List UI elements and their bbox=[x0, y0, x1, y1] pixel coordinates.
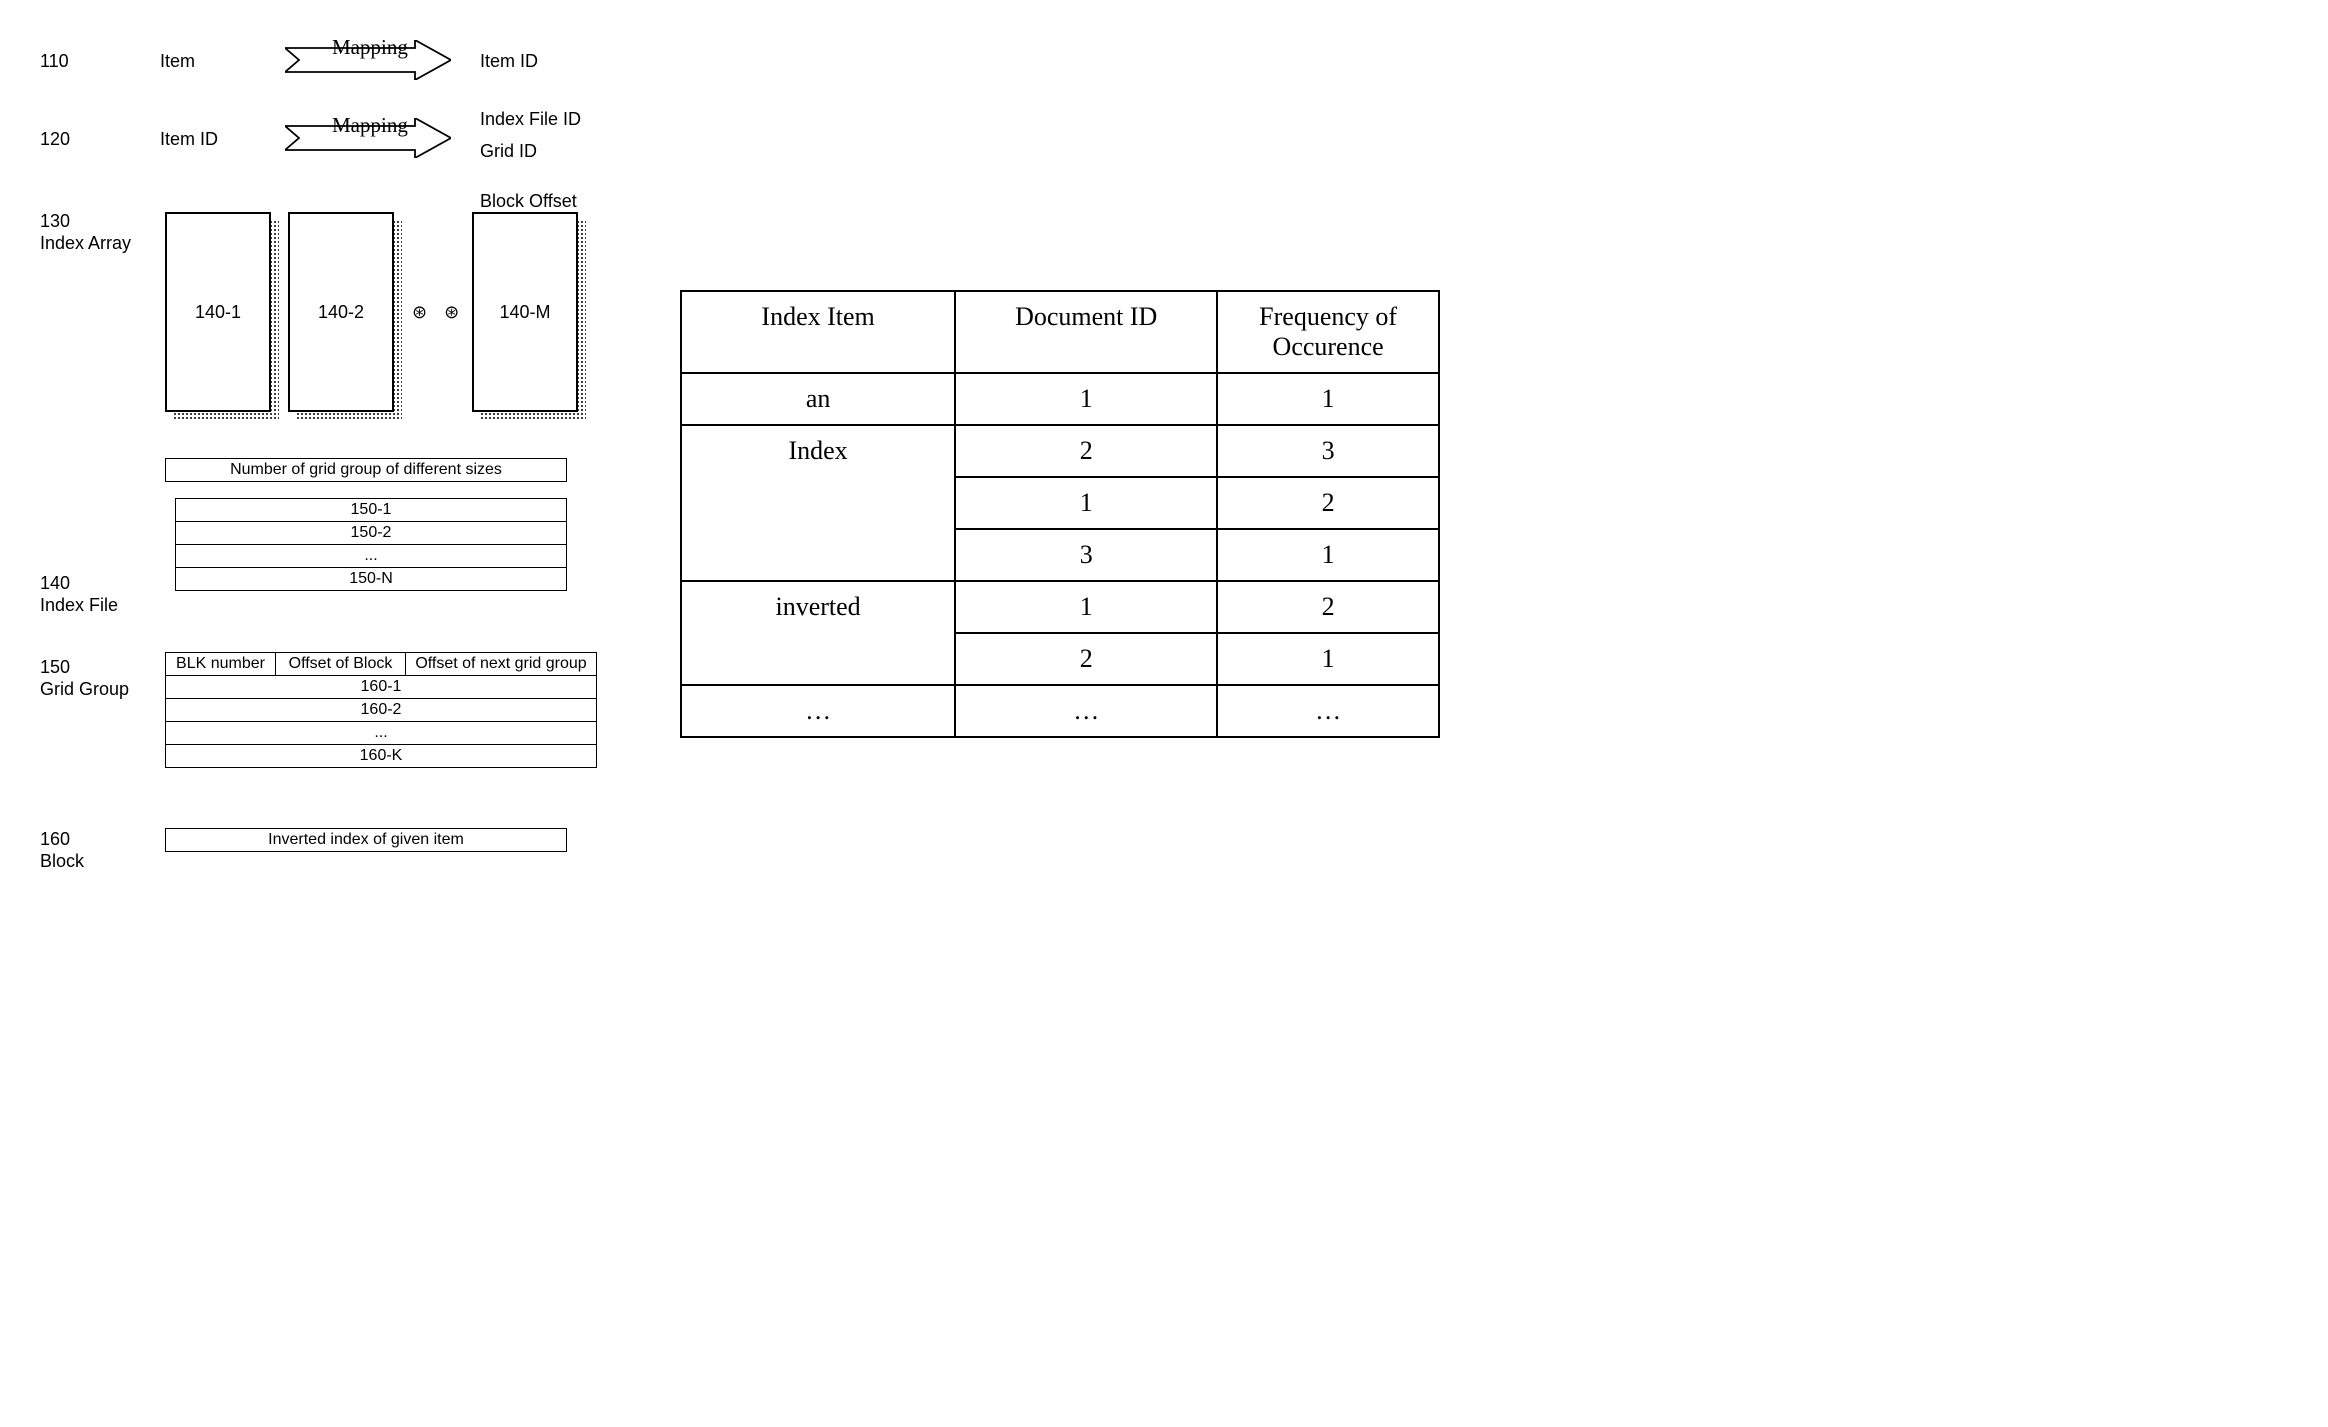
index-array-box-2-label: 140-2 bbox=[318, 302, 364, 323]
index-file-header-box: Number of grid group of different sizes bbox=[165, 458, 567, 482]
grid-group-h3: Offset of next grid group bbox=[406, 653, 596, 675]
table-col-2: Document ID bbox=[955, 291, 1217, 373]
table-cell-freq: 1 bbox=[1217, 373, 1439, 425]
grid-group-table: BLK number Offset of Block Offset of nex… bbox=[165, 652, 597, 768]
index-array-box-m-label: 140-M bbox=[499, 302, 550, 323]
index-array-box-2: 140-2 bbox=[288, 212, 394, 412]
block-box: Inverted index of given item bbox=[165, 828, 567, 852]
table-cell-freq: 2 bbox=[1217, 477, 1439, 529]
index-file-header: Number of grid group of different sizes bbox=[166, 459, 566, 481]
row-left-110: Item bbox=[160, 50, 195, 73]
table-cell-item: Index bbox=[681, 425, 955, 581]
index-array-box-1-label: 140-1 bbox=[195, 302, 241, 323]
table-cell-item: … bbox=[681, 685, 955, 737]
grid-group-row: 160-1 bbox=[166, 676, 596, 699]
grid-group-row: 160-K bbox=[166, 745, 596, 767]
row-right-120-2: Grid ID bbox=[480, 140, 537, 163]
table-cell-freq: 2 bbox=[1217, 581, 1439, 633]
table-cell-freq: … bbox=[1217, 685, 1439, 737]
table-cell-doc: 2 bbox=[955, 633, 1217, 685]
row-num-160: 160 bbox=[40, 828, 70, 851]
row-num-130: 130 bbox=[40, 210, 70, 233]
index-array-box-m: 140-M bbox=[472, 212, 578, 412]
arrow-label-110: Mapping bbox=[332, 34, 408, 61]
row-left-120: Item ID bbox=[160, 128, 218, 151]
table-cell-doc: … bbox=[955, 685, 1217, 737]
row-right-120-1: Index File ID bbox=[480, 108, 581, 131]
index-file-row: 150-1 bbox=[176, 499, 566, 522]
row-title-160: Block bbox=[40, 850, 84, 873]
index-file-row: 150-N bbox=[176, 568, 566, 590]
table-cell-doc: 1 bbox=[955, 477, 1217, 529]
block-text: Inverted index of given item bbox=[166, 829, 566, 851]
row-num-140: 140 bbox=[40, 572, 70, 595]
row-num-110: 110 bbox=[40, 50, 69, 73]
table-col-1: Index Item bbox=[681, 291, 955, 373]
index-item-table: Index Item Document ID Frequency of Occu… bbox=[680, 290, 1440, 738]
row-title-150: Grid Group bbox=[40, 678, 129, 701]
table-row: inverted12 bbox=[681, 581, 1439, 633]
row-right-120-3: Block Offset bbox=[480, 190, 577, 213]
table-cell-doc: 2 bbox=[955, 425, 1217, 477]
arrow-label-120: Mapping bbox=[332, 112, 408, 139]
table-cell-item: inverted bbox=[681, 581, 955, 685]
grid-group-row: ... bbox=[166, 722, 596, 745]
table-cell-doc: 3 bbox=[955, 529, 1217, 581]
row-num-120: 120 bbox=[40, 128, 70, 151]
table-row: Index23 bbox=[681, 425, 1439, 477]
table-cell-item: an bbox=[681, 373, 955, 425]
grid-group-h2: Offset of Block bbox=[276, 653, 406, 675]
table-cell-freq: 1 bbox=[1217, 633, 1439, 685]
index-array-box-1: 140-1 bbox=[165, 212, 271, 412]
row-title-140: Index File bbox=[40, 594, 118, 617]
table-cell-freq: 3 bbox=[1217, 425, 1439, 477]
index-file-row: 150-2 bbox=[176, 522, 566, 545]
row-right-110: Item ID bbox=[480, 50, 538, 73]
index-file-rows: 150-1 150-2 ... 150-N bbox=[175, 498, 567, 591]
grid-group-h1: BLK number bbox=[166, 653, 276, 675]
diagram-canvas: 110 Item Mapping Item ID 120 Item ID Map… bbox=[40, 40, 1440, 940]
table-row: ……… bbox=[681, 685, 1439, 737]
table-row: an11 bbox=[681, 373, 1439, 425]
table-cell-doc: 1 bbox=[955, 373, 1217, 425]
table-col-3: Frequency of Occurence bbox=[1217, 291, 1439, 373]
table-cell-doc: 1 bbox=[955, 581, 1217, 633]
index-file-row: ... bbox=[176, 545, 566, 568]
row-title-130: Index Array bbox=[40, 232, 131, 255]
row-num-150: 150 bbox=[40, 656, 70, 679]
grid-group-row: 160-2 bbox=[166, 699, 596, 722]
table-cell-freq: 1 bbox=[1217, 529, 1439, 581]
